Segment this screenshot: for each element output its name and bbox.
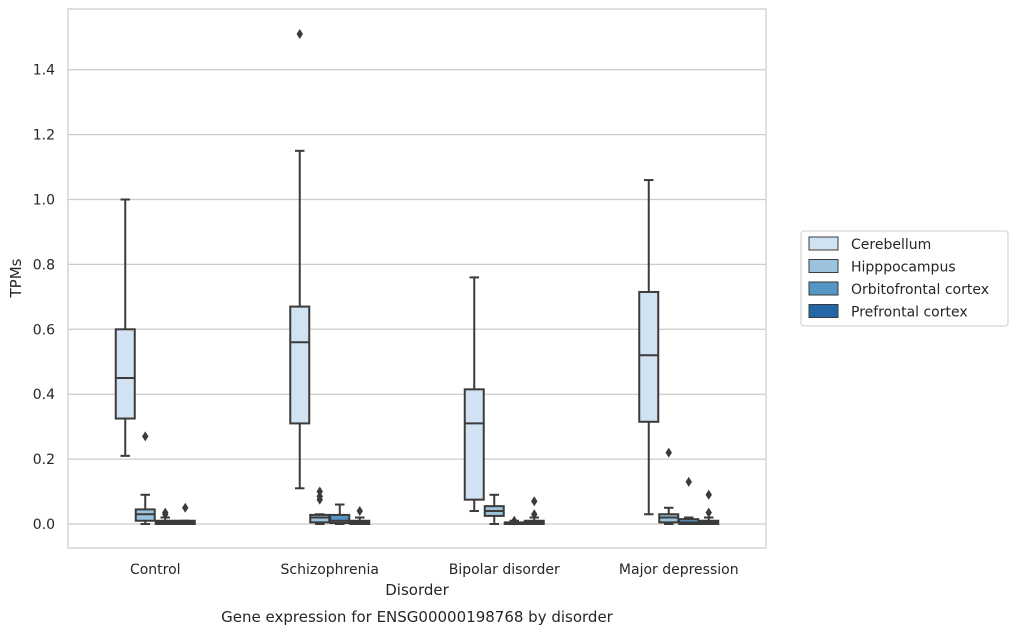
- y-tick-label: 0.0: [33, 517, 55, 533]
- box: [638, 290, 660, 423]
- x-tick-label: Schizophrenia: [281, 562, 379, 578]
- box-group: [289, 29, 371, 526]
- legend: Cerebellum Hipppocampus Orbitofrontal cort…: [800, 230, 1009, 327]
- legend-swatch: [808, 236, 839, 251]
- outlier-point: [296, 29, 303, 40]
- y-tick-labels: 0.0 0.2 0.4 0.6 0.8 1.0 1.2 1.4: [33, 63, 55, 533]
- outlier-point: [685, 476, 692, 487]
- x-tick-labels: Control Schizophrenia Bipolar disorder Majo…: [130, 562, 739, 578]
- outlier-point: [162, 507, 169, 518]
- legend-swatch: [808, 281, 839, 296]
- plot-area-background: [68, 9, 766, 548]
- outlier-point: [316, 486, 323, 497]
- y-tick-label: 0.4: [33, 387, 55, 403]
- box-group: [114, 198, 196, 526]
- box: [329, 513, 351, 525]
- box-group: [463, 276, 545, 526]
- legend-label: Orbitofrontal cortex: [851, 282, 989, 298]
- y-tick-label: 1.0: [33, 193, 55, 209]
- outlier-point: [356, 506, 363, 517]
- grid-lines: [68, 69, 766, 525]
- legend-items: Cerebellum Hipppocampus Orbitofrontal cort…: [808, 236, 989, 321]
- box-group: [638, 179, 720, 526]
- legend-swatch: [808, 259, 839, 273]
- outlier-point: [531, 496, 538, 507]
- outlier-point: [665, 447, 672, 458]
- y-tick-label: 1.4: [33, 63, 55, 79]
- y-tick-label: 0.2: [33, 452, 55, 468]
- legend-label: Hipppocampus: [851, 260, 956, 276]
- legend-frame: [800, 230, 1009, 327]
- y-tick-label: 0.8: [33, 257, 55, 273]
- x-tick-label: Bipolar disorder: [449, 562, 560, 578]
- outlier-point: [142, 431, 149, 442]
- box: [114, 328, 136, 420]
- box: [309, 513, 331, 524]
- legend-label: Prefrontal cortex: [851, 305, 968, 321]
- outlier-point: [182, 502, 189, 513]
- outlier-point: [531, 509, 538, 520]
- box-groups: [114, 29, 720, 526]
- outlier-point: [511, 515, 518, 526]
- x-tick-label: Control: [130, 562, 181, 578]
- y-tick-label: 1.2: [33, 128, 55, 144]
- outlier-point: [705, 489, 712, 500]
- x-axis-label: Disorder: [385, 581, 449, 599]
- box: [463, 388, 485, 501]
- chart-title: Gene expression for ENSG00000198768 by d…: [221, 608, 614, 626]
- x-tick-label: Major depression: [619, 562, 739, 578]
- plot-frame: [67, 8, 767, 549]
- legend-swatch: [808, 304, 839, 318]
- outlier-point: [705, 507, 712, 518]
- y-tick-label: 0.6: [33, 322, 55, 338]
- legend-label: Cerebellum: [851, 237, 931, 253]
- box: [289, 305, 311, 425]
- y-axis-label: TPMs: [7, 258, 25, 298]
